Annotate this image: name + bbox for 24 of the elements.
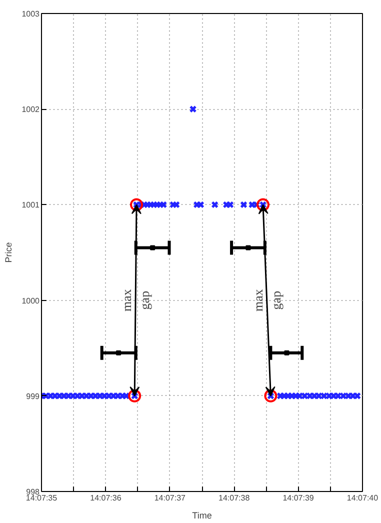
point [256,198,270,212]
x-tick-label: 14:07:38 [218,494,250,502]
x-axis-title: Time [192,510,212,520]
x-tick-label: 14:07:37 [154,494,186,502]
y-tick-label: 1001 [22,200,40,210]
x-tick-label: 14:07:36 [90,494,122,502]
point [246,245,251,250]
y-tick-label: 1000 [22,296,40,306]
annotation: max gap [119,288,152,312]
x-tick-label: 14:07:39 [282,494,314,502]
point [130,198,144,212]
point [284,350,290,356]
x-tick-label: 14:07:40 [346,494,379,502]
y-tick-label: 1002 [22,105,40,114]
y-tick-label: 1003 [22,10,40,18]
x-tick-label: 14:07:35 [26,494,58,502]
point [116,350,122,356]
y-tick-label: 999 [26,392,40,401]
y-axis-title: Price [4,242,14,263]
point [128,389,142,402]
y-tick-label: 998 [26,488,40,496]
point [264,389,278,402]
annotation: max gap [250,288,284,312]
point [150,245,156,250]
